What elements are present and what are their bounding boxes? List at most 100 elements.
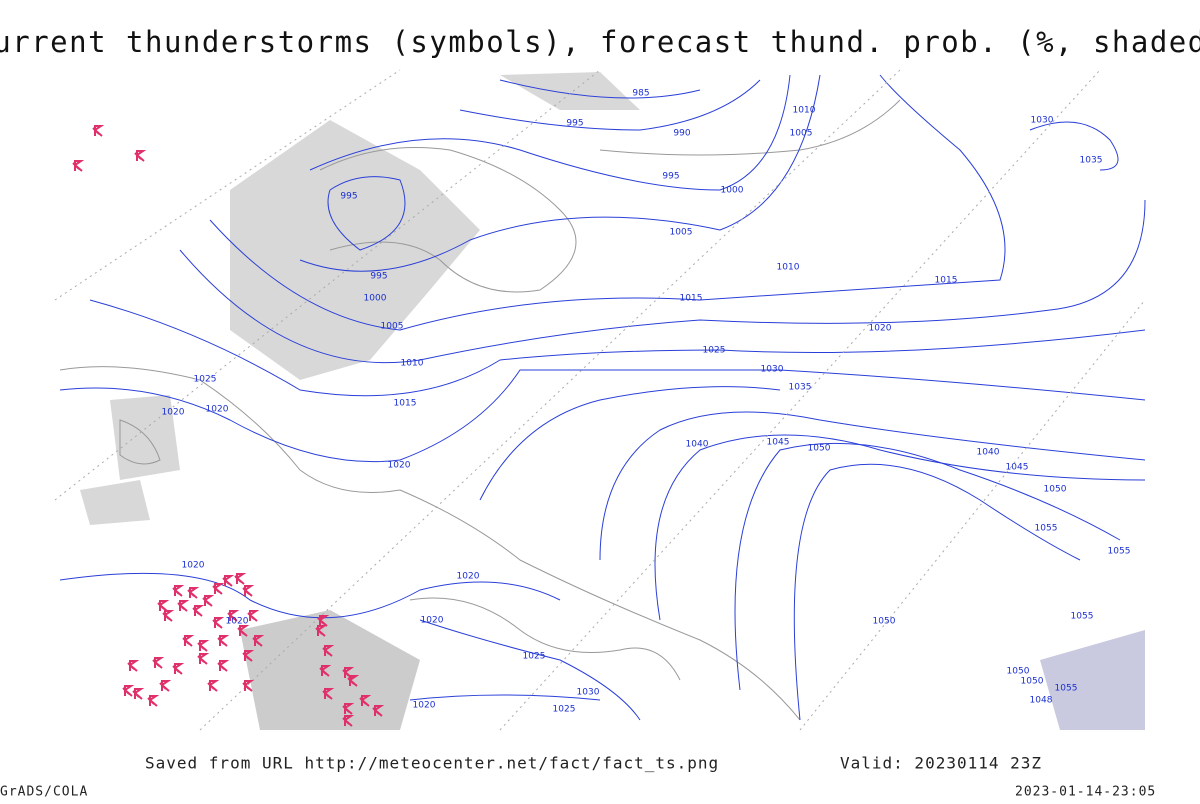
thunderstorm-symbol — [177, 600, 190, 612]
thunderstorm-symbol — [152, 657, 165, 669]
isobar-label: 1020 — [206, 405, 229, 415]
thunderstorm-symbol — [192, 605, 205, 617]
thunderstorm-symbol — [127, 660, 140, 672]
isobar-label: 1045 — [1006, 463, 1029, 473]
thunderstorm-symbol — [217, 635, 230, 647]
isobar-label: 1030 — [761, 365, 784, 375]
thunderstorm-symbol — [234, 573, 247, 585]
thunderstorm-symbol — [342, 703, 355, 715]
isobars — [59, 74, 1146, 721]
isobar-label: 1020 — [457, 572, 480, 582]
probability-shading — [80, 72, 1145, 730]
thunderstorm-symbol — [372, 705, 385, 717]
isobar-label: 1020 — [162, 408, 185, 418]
thunderstorm-symbol — [315, 625, 328, 637]
isobar-label: 1040 — [977, 448, 1000, 458]
isobar-label: 1040 — [686, 440, 709, 450]
isobar-label: 1050 — [808, 444, 831, 454]
isobar-label: 1000 — [721, 186, 744, 196]
isobar-label: 995 — [662, 172, 679, 182]
coastlines — [59, 99, 901, 721]
graticule — [54, 69, 1146, 731]
map-title: Current thunderstorms (symbols), forecas… — [0, 25, 1200, 59]
isobar-label: 1020 — [388, 461, 411, 471]
isobar-label: 1020 — [869, 324, 892, 334]
thunderstorm-symbol — [122, 685, 135, 697]
thunderstorm-symbol — [252, 635, 265, 647]
isobar-label: 1030 — [1031, 116, 1054, 126]
thunderstorm-symbol — [242, 650, 255, 662]
isobar-label: 1025 — [703, 346, 726, 356]
thunderstorm-symbol — [134, 150, 147, 162]
thunderstorm-symbol — [359, 695, 372, 707]
thunderstorm-symbol — [237, 625, 250, 637]
thunderstorm-symbol — [197, 640, 210, 652]
timestamp: 2023-01-14-23:05 — [1015, 785, 1156, 800]
thunderstorm-symbol — [182, 635, 195, 647]
thunderstorm-symbol — [92, 125, 105, 137]
thunderstorm-symbol — [212, 583, 225, 595]
isobar-label: 1055 — [1071, 612, 1094, 622]
isobar-label: 1015 — [935, 276, 958, 286]
map-frame — [54, 69, 1146, 731]
thunderstorm-symbol — [347, 675, 360, 687]
isobar-label: 1035 — [789, 383, 812, 393]
isobar-label: 1025 — [194, 375, 217, 385]
thunderstorm-symbol — [342, 667, 355, 679]
thunderstorm-symbol — [172, 585, 185, 597]
isobar-label: 1055 — [1108, 547, 1131, 557]
thunderstorm-symbol — [222, 575, 235, 587]
thunderstorm-symbols — [72, 125, 385, 727]
isobar-label: 995 — [566, 119, 583, 129]
thunderstorm-symbol — [317, 615, 330, 627]
thunderstorm-symbol — [162, 610, 175, 622]
isobar-label: 1020 — [421, 616, 444, 626]
isobar-label: 1015 — [680, 294, 703, 304]
thunderstorm-symbol — [157, 600, 170, 612]
isobar-label: 990 — [673, 129, 690, 139]
thunderstorm-symbol — [319, 665, 332, 677]
thunderstorm-symbol — [247, 610, 260, 622]
valid-time: Valid: 20230114 23Z — [840, 754, 1042, 773]
thunderstorm-symbol — [159, 680, 172, 692]
isobar-label: 1025 — [553, 705, 576, 715]
isobar-label: 1005 — [670, 228, 693, 238]
thunderstorm-symbol — [242, 680, 255, 692]
thunderstorm-symbol — [212, 617, 225, 629]
isobar-label: 1020 — [182, 561, 205, 571]
thunderstorm-symbol — [322, 645, 335, 657]
isobar-label: 1048 — [1030, 696, 1053, 706]
isobar-label: 1015 — [394, 399, 417, 409]
isobar-label: 1055 — [1055, 684, 1078, 694]
thunderstorm-symbol — [322, 688, 335, 700]
isobar-label: 1030 — [577, 688, 600, 698]
thunderstorm-symbol — [242, 585, 255, 597]
isobar-label: 1005 — [381, 322, 404, 332]
isobar-label: 1045 — [767, 438, 790, 448]
isobar-label: 1020 — [226, 617, 249, 627]
thunderstorm-symbol — [172, 663, 185, 675]
thunderstorm-symbol — [217, 660, 230, 672]
isobar-label: 1050 — [873, 617, 896, 627]
thunderstorm-symbol — [342, 715, 355, 727]
isobar-label: 1000 — [364, 294, 387, 304]
source-url: Saved from URL http://meteocenter.net/fa… — [145, 754, 719, 773]
isobar-label: 1010 — [401, 359, 424, 369]
thunderstorm-symbol — [187, 587, 200, 599]
isobar-label: 1025 — [523, 652, 546, 662]
isobar-label: 1050 — [1007, 667, 1030, 677]
isobar-label: 995 — [340, 192, 357, 202]
isobar-label: 1005 — [790, 129, 813, 139]
thunderstorm-symbol — [227, 610, 240, 622]
thunderstorm-symbol — [147, 695, 160, 707]
isobar-label: 1010 — [777, 263, 800, 273]
isobar-label: 1050 — [1044, 485, 1067, 495]
thunderstorm-symbol — [132, 688, 145, 700]
thunderstorm-symbol — [202, 595, 215, 607]
isobar-label: 1055 — [1035, 524, 1058, 534]
thunderstorm-symbol — [72, 160, 85, 172]
isobar-label: 1020 — [413, 701, 436, 711]
isobar-label: 1050 — [1021, 677, 1044, 687]
software: GrADS/COLA — [0, 785, 88, 800]
